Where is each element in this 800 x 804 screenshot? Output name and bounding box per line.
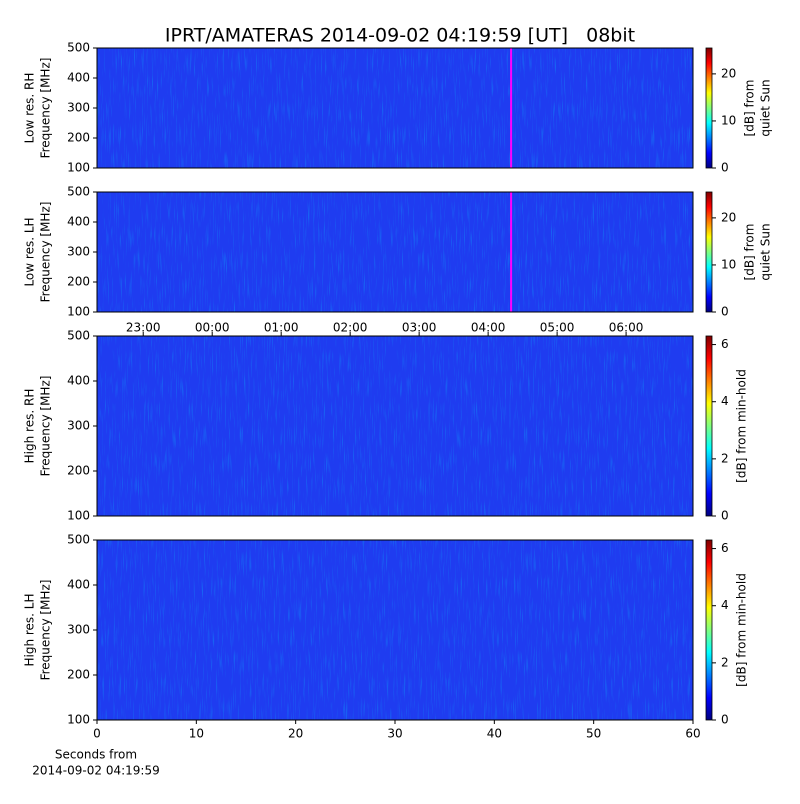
colorbar-tick-label: 20 <box>721 210 736 224</box>
y-axis-label: High res. RH <box>23 389 37 464</box>
spectrogram-texture <box>97 48 693 168</box>
colorbar-tick-label: 4 <box>721 394 729 408</box>
colorbar-tick-label: 0 <box>721 161 729 175</box>
x-tick-label: 60 <box>685 727 700 741</box>
spectrogram-texture <box>97 540 693 720</box>
colorbar-tick-label: 0 <box>721 509 729 523</box>
y-axis-label: Frequency [MHz] <box>39 580 53 681</box>
y-tick-label: 400 <box>67 215 90 229</box>
y-tick-label: 400 <box>67 374 90 388</box>
x-tick-label: 23:00 <box>126 321 161 335</box>
x-tick-label: 20 <box>288 727 303 741</box>
colorbar-label: [dB] from <box>743 224 757 281</box>
x-tick-label: 30 <box>387 727 402 741</box>
y-axis-label: High res. LH <box>23 593 37 666</box>
colorbar-label: [dB] from min-hold <box>735 369 749 483</box>
plot-frame <box>96 191 694 313</box>
y-axis-label: Frequency [MHz] <box>39 202 53 303</box>
x-tick-label: 00:00 <box>195 321 230 335</box>
y-tick-label: 200 <box>67 464 90 478</box>
colorbar <box>705 47 713 169</box>
colorbar <box>705 539 713 721</box>
y-tick-label: 200 <box>67 131 90 145</box>
x-axis-label: 2014-09-02 04:19:59 <box>32 764 159 778</box>
colorbar-tick-label: 6 <box>721 337 729 351</box>
y-tick-label: 300 <box>67 101 90 115</box>
colorbar-tick-label: 2 <box>721 451 729 465</box>
x-tick-label: 04:00 <box>471 321 506 335</box>
colorbar-label: [dB] from <box>743 80 757 137</box>
colorbar-tick-label: 20 <box>721 66 736 80</box>
x-tick-label: 02:00 <box>333 321 368 335</box>
colorbar-tick-label: 10 <box>721 113 736 127</box>
x-tick-label: 0 <box>93 727 101 741</box>
x-tick-label: 03:00 <box>402 321 437 335</box>
y-tick-label: 200 <box>67 668 90 682</box>
y-tick-label: 100 <box>67 509 90 523</box>
y-tick-label: 500 <box>67 185 90 199</box>
plot-frame <box>96 539 694 721</box>
colorbar-tick-label: 0 <box>721 305 729 319</box>
y-tick-label: 100 <box>67 161 90 175</box>
y-tick-label: 100 <box>67 305 90 319</box>
colorbar-label: quiet Sun <box>759 79 773 136</box>
y-tick-label: 300 <box>67 623 90 637</box>
y-tick-label: 500 <box>67 329 90 343</box>
x-tick-label: 50 <box>586 727 601 741</box>
x-tick-label: 10 <box>189 727 204 741</box>
colorbar <box>705 191 713 313</box>
x-axis-label: Seconds from <box>55 748 137 762</box>
y-axis-label: Low res. LH <box>23 217 37 286</box>
x-tick-label: 40 <box>487 727 502 741</box>
x-tick-label: 01:00 <box>264 321 299 335</box>
colorbar-label: [dB] from min-hold <box>735 573 749 687</box>
colorbar-tick-label: 6 <box>721 541 729 555</box>
y-axis-label: Frequency [MHz] <box>39 376 53 477</box>
y-tick-label: 100 <box>67 713 90 727</box>
y-axis-label: Low res. RH <box>23 73 37 144</box>
plot-frame <box>96 335 694 517</box>
y-tick-label: 200 <box>67 275 90 289</box>
x-tick-label: 05:00 <box>540 321 575 335</box>
colorbar-label: quiet Sun <box>759 223 773 280</box>
y-tick-label: 300 <box>67 245 90 259</box>
y-tick-label: 500 <box>67 533 90 547</box>
colorbar-tick-label: 10 <box>721 257 736 271</box>
y-axis-label: Frequency [MHz] <box>39 58 53 159</box>
colorbar-tick-label: 2 <box>721 655 729 669</box>
colorbar-tick-label: 0 <box>721 713 729 727</box>
y-tick-label: 400 <box>67 578 90 592</box>
plot-frame <box>96 47 694 169</box>
spectrogram-texture <box>97 336 693 516</box>
x-tick-label: 06:00 <box>609 321 644 335</box>
colorbar <box>705 335 713 517</box>
spectrogram-texture <box>97 192 693 312</box>
y-tick-label: 300 <box>67 419 90 433</box>
y-tick-label: 400 <box>67 71 90 85</box>
y-tick-label: 500 <box>67 41 90 55</box>
colorbar-tick-label: 4 <box>721 598 729 612</box>
chart-title: IPRT/AMATERAS 2014-09-02 04:19:59 [UT] 0… <box>165 25 635 47</box>
